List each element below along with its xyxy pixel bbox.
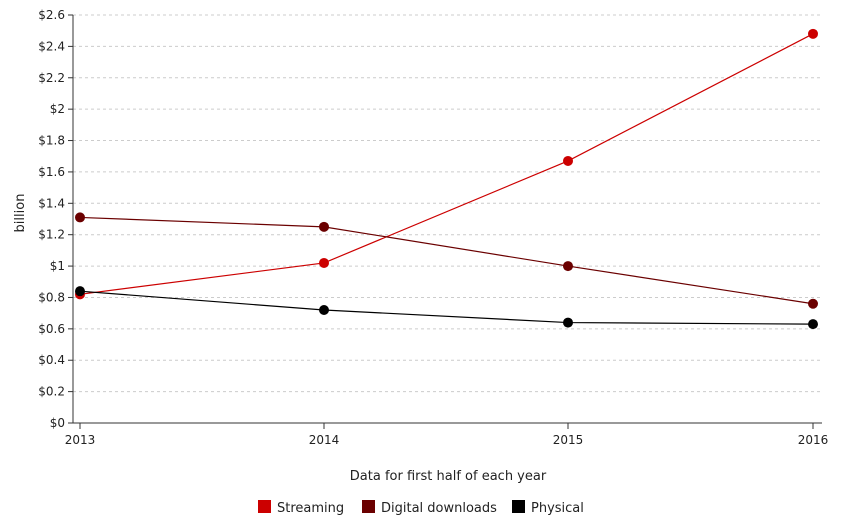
y-tick-label: $0.6 xyxy=(38,322,65,336)
x-tick-labels: 2013 2014 2015 2016 xyxy=(65,423,829,447)
axes xyxy=(72,15,822,424)
x-tick-label: 2015 xyxy=(553,433,584,447)
y-tick-labels: $0 $0.2 $0.4 $0.6 $0.8 $1 $1.2 $1.4 $1.6 $1.8 $2 $2… xyxy=(38,8,73,430)
legend-swatch-streaming xyxy=(258,500,271,513)
gridlines xyxy=(73,14,822,393)
y-tick-label: $1 xyxy=(50,259,65,273)
y-tick-label: $0.8 xyxy=(38,290,65,304)
legend: Streaming Digital downloads Physical xyxy=(258,500,584,516)
y-tick-label: $2.4 xyxy=(38,39,65,53)
legend-label-digital-downloads: Digital downloads xyxy=(381,501,497,516)
data-point-physical xyxy=(563,317,573,328)
y-tick-label: $2 xyxy=(50,102,65,116)
legend-swatch-physical xyxy=(512,500,525,513)
series xyxy=(75,28,818,330)
y-tick-label: $2.6 xyxy=(38,8,65,22)
y-tick-label: $0.4 xyxy=(38,353,65,367)
y-axis-title: billion xyxy=(13,194,28,233)
y-tick-label: $1.4 xyxy=(38,196,65,210)
y-tick-label: $1.6 xyxy=(38,165,65,179)
data-point-streaming xyxy=(319,257,329,268)
y-tick-label: $1.2 xyxy=(38,228,65,242)
series-line-physical xyxy=(79,290,814,325)
x-tick-label: 2016 xyxy=(798,433,829,447)
x-axis-title: Data for first half of each year xyxy=(350,469,547,484)
x-tick-label: 2014 xyxy=(309,433,340,447)
data-point-digital-downloads xyxy=(563,261,573,272)
x-tick-label: 2013 xyxy=(65,433,96,447)
data-point-physical xyxy=(808,319,818,330)
legend-label-physical: Physical xyxy=(531,501,584,516)
series-line-streaming xyxy=(79,33,814,295)
data-point-digital-downloads xyxy=(808,298,818,309)
legend-label-streaming: Streaming xyxy=(277,501,344,516)
y-tick-label: $1.8 xyxy=(38,134,65,148)
data-point-digital-downloads xyxy=(319,221,329,232)
data-point-streaming xyxy=(563,155,573,166)
series-line-digital-downloads xyxy=(79,216,814,305)
y-tick-label: $0.2 xyxy=(38,385,65,399)
legend-swatch-digital-downloads xyxy=(362,500,375,513)
data-point-physical xyxy=(319,305,329,316)
data-point-streaming xyxy=(808,28,818,39)
y-tick-label: $2.2 xyxy=(38,71,65,85)
y-tick-label: $0 xyxy=(50,416,65,430)
data-point-digital-downloads xyxy=(75,212,85,223)
data-point-physical xyxy=(75,286,85,297)
